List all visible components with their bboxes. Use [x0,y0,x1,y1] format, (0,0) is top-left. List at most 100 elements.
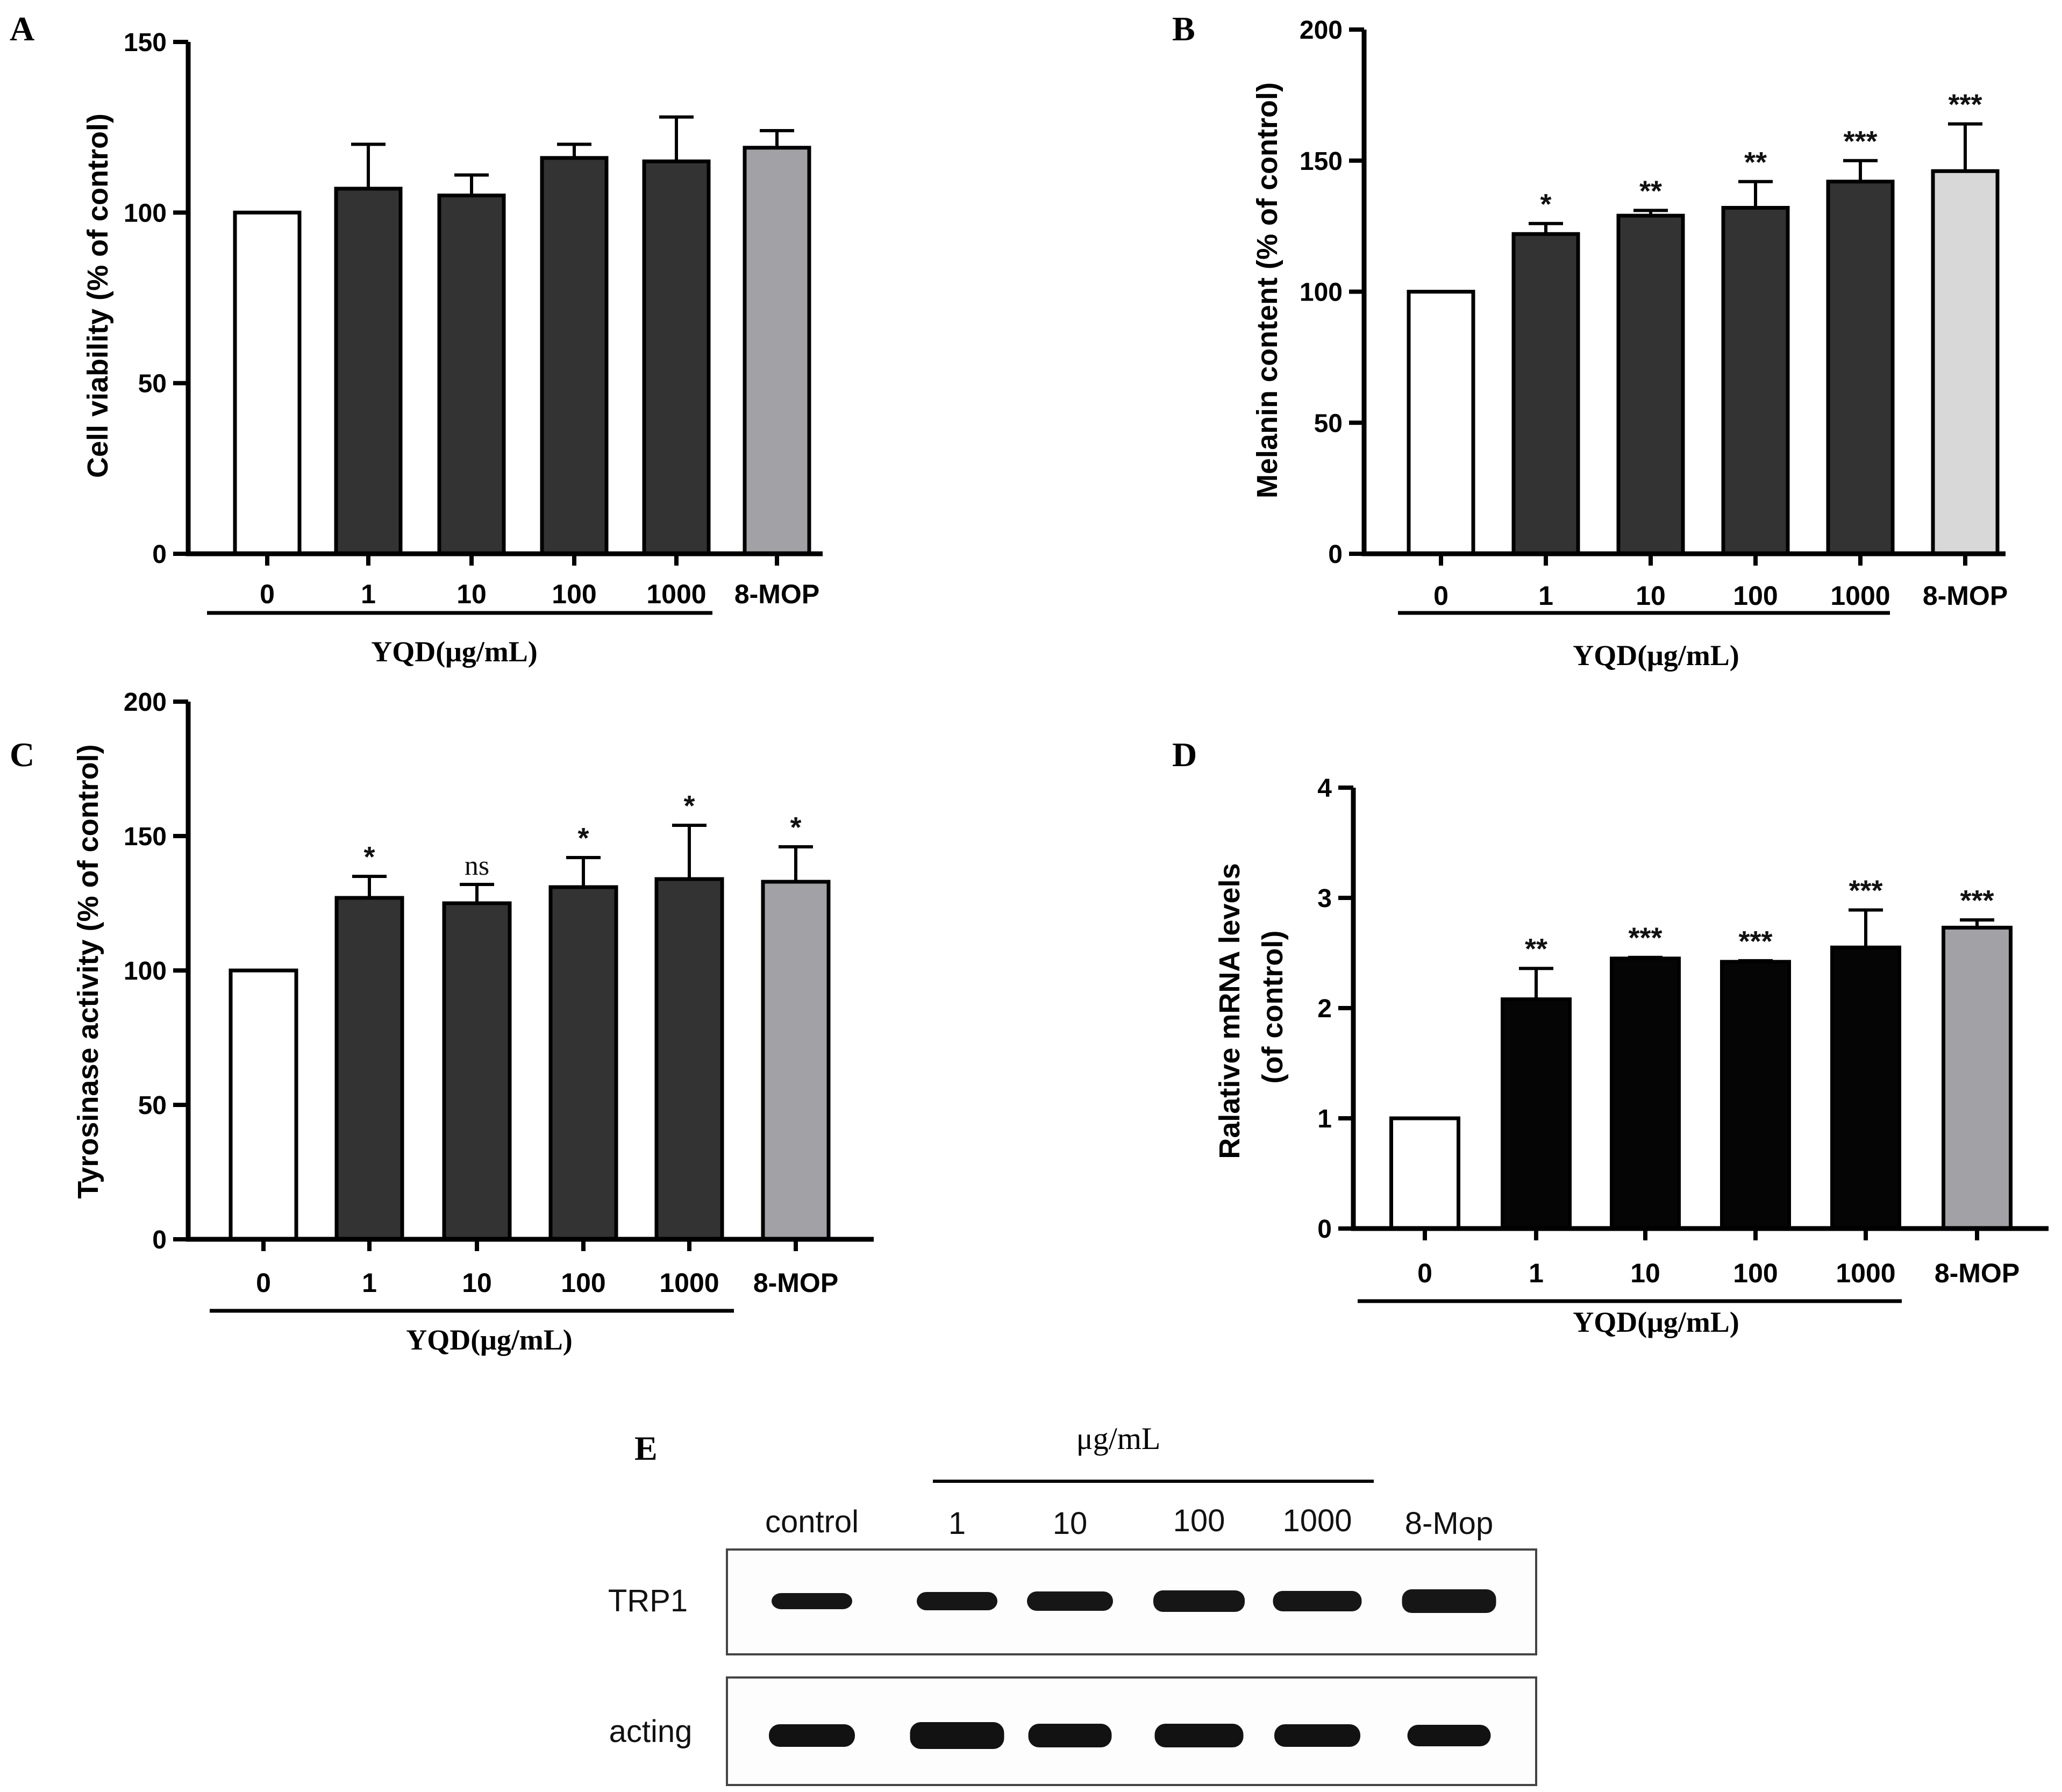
bar-1 [1503,999,1570,1229]
acting-band [1155,1724,1244,1747]
error-bar [1843,161,1878,182]
significance-marker: ** [1639,175,1662,207]
bar-0 [235,212,299,554]
x-tick-label: 100 [1733,1258,1778,1288]
panel-d-bars [1392,927,2011,1229]
error-bar [779,847,813,882]
x-tick-label: 1 [1529,1258,1544,1288]
bar-8-MOP [1933,171,1997,554]
panel-b-significance: * ********** [1540,89,1982,220]
x-tick-label: 8-MOP [1923,581,2008,611]
significance-marker: ** [1525,933,1547,965]
error-bar [1849,910,1883,948]
x-tick-label: 8-MOP [1935,1258,2020,1288]
y-tick-label: 100 [124,957,167,986]
x-tick-label: 10 [462,1268,492,1298]
panel-e-western-blot: E μg/mL control 1 10 100 1000 8-Mop TRP1 acti… [608,1421,1536,1785]
blot-row-label-acting: acting [609,1714,693,1749]
y-tick-label: 150 [124,823,167,851]
panel-a-group-label: YQD(μg/mL) [371,636,538,668]
acting-band [769,1724,855,1747]
y-tick-label: 150 [124,28,167,57]
blot-lane-label: control [765,1504,859,1539]
trp1-band [1027,1591,1113,1611]
panel-d: D Ralative mRNA levels (of control) ** **… [1172,736,2049,1338]
bar-0 [1409,292,1473,554]
error-bar [1738,182,1773,208]
bar-100 [1722,962,1789,1229]
x-tick-label: 1000 [1836,1258,1895,1288]
blot-row-label-trp1: TRP1 [608,1583,688,1618]
significance-marker: *** [1948,89,1982,121]
y-tick-label: 50 [138,1091,167,1120]
x-tick-label: 100 [552,579,596,609]
error-bar [557,144,591,158]
significance-marker: *** [1849,875,1882,907]
x-tick-label: 0 [1433,581,1449,611]
panel-c-y-ticks: 050100150200 [124,688,188,1254]
y-tick-label: 2 [1317,995,1332,1023]
x-tick-label: 1000 [646,579,706,609]
blot-lane-labels: control 1 10 100 1000 8-Mop [765,1503,1493,1541]
blot-lane-label: 8-Mop [1405,1506,1493,1541]
panel-c: C Tyrosinase activity (% of control) * ns… [10,688,874,1356]
panel-d-label: D [1172,736,1197,774]
panel-d-x-ticks: 0 1 10 100 1000 8-MOP [1417,1229,2020,1288]
x-tick-label: 100 [1733,581,1778,611]
bar-8-MOP [745,148,809,554]
y-tick-label: 150 [1300,147,1343,176]
panel-b-y-ticks: 050100150200 [1300,16,1364,569]
panel-c-y-axis-label: Tyrosinase activity (% of control) [72,744,104,1198]
bar-1 [1514,234,1578,554]
trp1-band [772,1593,852,1609]
x-tick-label: 0 [260,579,275,609]
x-tick-label: 0 [1417,1258,1432,1288]
error-bar [1628,958,1663,959]
significance-marker: *** [1628,922,1662,954]
panel-b-label: B [1172,10,1195,48]
x-tick-label: 10 [1636,581,1666,611]
error-bar [1519,968,1553,999]
bar-1 [336,189,401,554]
blot-lane-label: 10 [1053,1506,1088,1541]
y-tick-label: 0 [152,540,167,569]
bar-0 [231,970,296,1239]
y-tick-label: 50 [138,370,167,398]
x-tick-label: 1000 [659,1268,719,1298]
error-bar [460,884,494,903]
figure: A Cell viability (% of control) 05010015… [0,0,2062,1792]
significance-marker: * [577,822,589,854]
panel-a: A Cell viability (% of control) 05010015… [10,10,823,668]
significance-marker: *** [1738,925,1772,958]
panel-a-bars [235,148,809,554]
y-tick-label: 3 [1317,884,1332,913]
panel-d-significance: ** *** ****** *** [1525,875,1994,966]
significance-marker: * [683,790,695,822]
error-bar [1738,961,1773,962]
x-tick-label: 10 [1630,1258,1660,1288]
error-bar [454,175,489,196]
blot-unit-label: μg/mL [1076,1421,1161,1456]
x-tick-label: 8-MOP [734,579,819,609]
panel-a-y-axis-label: Cell viability (% of control) [82,113,114,478]
panel-c-x-ticks: 0 1 10 100 1000 8-MOP [256,1239,838,1298]
panel-d-y-axis-label: Ralative mRNA levels (of control) [1214,855,1289,1159]
y-tick-label: 4 [1317,774,1332,803]
x-tick-label: 1 [1538,581,1553,611]
bar-10 [1618,216,1683,554]
panel-c-bars [231,879,829,1239]
panel-b-group-label: YQD(μg/mL) [1573,639,1739,672]
trp1-band [917,1592,997,1610]
bar-1000 [1832,947,1900,1229]
x-tick-label: 10 [456,579,487,609]
error-bar [672,825,707,879]
y-tick-label: 0 [1317,1215,1332,1244]
x-tick-label: 0 [256,1268,271,1298]
significance-marker: ** [1744,146,1767,179]
acting-band [1408,1725,1491,1746]
x-tick-label: 1000 [1830,581,1890,611]
error-bar [352,876,387,898]
panel-b-x-ticks: 0 1 10 100 1000 8-MOP [1433,554,2008,611]
y-tick-label: 0 [152,1226,167,1254]
panel-a-y-ticks: 0 50 100 150 [124,28,188,569]
